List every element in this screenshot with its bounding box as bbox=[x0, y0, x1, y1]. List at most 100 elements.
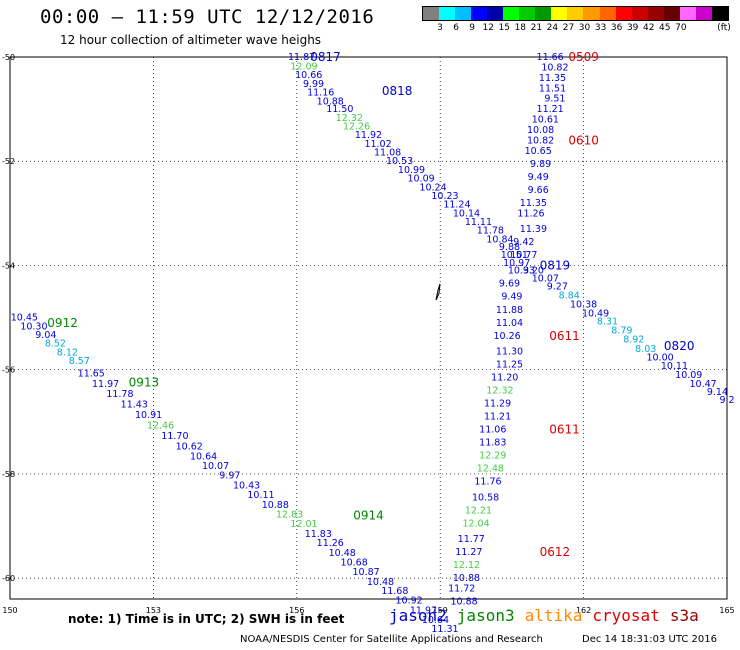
swh-value-label: 10.47 bbox=[689, 379, 716, 390]
swh-value-label: 9.51 bbox=[544, 94, 565, 105]
swh-value-label: 10.43 bbox=[233, 480, 260, 491]
page-subtitle: 12 hour collection of altimeter wave hei… bbox=[60, 33, 322, 47]
swh-value-label: 10.49 bbox=[582, 308, 609, 319]
color-swatch bbox=[503, 7, 520, 20]
color-scale-tick: 39 bbox=[626, 23, 639, 33]
swh-value-label: 12.21 bbox=[465, 505, 492, 516]
legend-item-s3a: s3a bbox=[669, 606, 699, 625]
color-swatch bbox=[615, 7, 632, 20]
longitude-label: 150 bbox=[2, 606, 17, 615]
swh-value-label: 11.97 bbox=[410, 605, 437, 616]
swh-value-label: 11.35 bbox=[520, 198, 547, 209]
swh-value-label: 10.38 bbox=[570, 300, 597, 311]
swh-value-label: 11.27 bbox=[455, 547, 482, 558]
color-swatch bbox=[695, 7, 712, 20]
swh-value-label: 10.82 bbox=[541, 62, 568, 73]
swh-value-label: 10.24 bbox=[419, 182, 446, 193]
color-swatch bbox=[487, 7, 504, 20]
longitude-label: 159 bbox=[433, 606, 448, 615]
swh-value-label: 11.30 bbox=[496, 346, 523, 357]
legend-item-jason3: jason3 bbox=[456, 606, 515, 625]
swh-value-label: 11.87 bbox=[288, 52, 315, 63]
swh-value-label: 10.88 bbox=[453, 573, 480, 584]
swh-value-label: 9.20 bbox=[523, 266, 544, 277]
swh-value-label: 8.12 bbox=[57, 347, 78, 358]
swh-value-label: 11.66 bbox=[537, 52, 564, 63]
swh-value-label: 10.07 bbox=[532, 273, 559, 284]
color-swatch bbox=[471, 7, 488, 20]
color-scale-tick: 70 bbox=[675, 23, 687, 33]
swh-value-label: 10.88 bbox=[262, 500, 289, 511]
swh-value-label: 10.07 bbox=[202, 461, 229, 472]
color-swatch bbox=[519, 7, 536, 20]
swh-value-label: 10.88 bbox=[317, 96, 344, 107]
swh-value-label: 10.99 bbox=[398, 165, 425, 176]
swh-value-label: 11.50 bbox=[326, 104, 353, 115]
color-swatch bbox=[631, 7, 648, 20]
swh-value-label: 11.72 bbox=[448, 584, 475, 595]
swh-value-label: 10.14 bbox=[453, 208, 480, 219]
swh-value-label: 11.06 bbox=[479, 425, 506, 436]
pass-time-label: 0913 bbox=[129, 376, 160, 390]
swh-value-label: 11.68 bbox=[381, 586, 408, 597]
color-scale-tick: 42 bbox=[643, 23, 655, 33]
swh-value-label: 12.46 bbox=[147, 420, 174, 431]
pass-time-label: 0819 bbox=[540, 258, 571, 272]
color-scale-tick: 9 bbox=[469, 23, 476, 33]
longitude-label: 153 bbox=[146, 606, 161, 615]
swh-value-label: 10.11 bbox=[661, 361, 688, 372]
swh-value-label: 11.39 bbox=[520, 224, 547, 235]
swh-value-label: 8.92 bbox=[623, 334, 644, 345]
color-scale-swatches bbox=[422, 6, 729, 21]
color-scale-unit: (ft) bbox=[717, 23, 731, 33]
swh-value-label: 10.51 bbox=[501, 250, 528, 261]
swh-value-label: 11.65 bbox=[78, 368, 105, 379]
latitude-label: -52 bbox=[2, 157, 15, 166]
color-scale-ticks: 3 6 9 12 15 18 21 24 27 30 33 36 39 42 45 70 (ft) bbox=[422, 21, 740, 35]
page-title: 00:00 – 11:59 UTC 12/12/2016 bbox=[40, 6, 375, 28]
pass-time-label: 0509 bbox=[568, 50, 599, 64]
swh-value-label: 9.66 bbox=[528, 185, 549, 196]
swh-value-label: 12.09 bbox=[290, 61, 317, 72]
swh-value-label: 11.26 bbox=[317, 538, 344, 549]
color-scale-tick: 36 bbox=[610, 23, 623, 33]
swh-value-label: 10.82 bbox=[527, 135, 554, 146]
swh-value-label: 10.26 bbox=[494, 331, 521, 342]
swh-value-label: 10.88 bbox=[450, 597, 477, 608]
swh-value-label: 9.97 bbox=[219, 470, 240, 481]
swh-value-label: 11.77 bbox=[458, 534, 485, 545]
swh-value-label: 10.11 bbox=[247, 490, 274, 501]
swh-value-label: 12.29 bbox=[479, 451, 506, 462]
swh-value-label: 10.08 bbox=[527, 125, 554, 136]
swh-value-label: 10.48 bbox=[367, 577, 394, 588]
swh-value-label: 11.21 bbox=[484, 412, 511, 423]
swh-value-label: 11.78 bbox=[477, 226, 504, 237]
pass-time-label: 0818 bbox=[382, 84, 413, 98]
swh-value-label: 10.48 bbox=[329, 548, 356, 559]
swh-value-label: 9.69 bbox=[499, 279, 520, 290]
swh-value-label: 11.31 bbox=[431, 624, 458, 635]
latitude-label: -60 bbox=[2, 574, 15, 583]
color-swatch bbox=[455, 7, 472, 20]
pass-time-label: 0611 bbox=[549, 329, 580, 343]
color-swatch bbox=[599, 7, 616, 20]
swh-value-label: 12.32 bbox=[336, 113, 363, 124]
color-swatch bbox=[567, 7, 584, 20]
swh-value-label: 9.2 bbox=[719, 395, 734, 406]
swh-value-label: 11.92 bbox=[355, 130, 382, 141]
color-scale-tick: 18 bbox=[514, 23, 527, 33]
swh-value-label: 11.97 bbox=[92, 379, 119, 390]
color-scale-tick: 6 bbox=[453, 23, 459, 33]
swh-value-label: 11.51 bbox=[539, 83, 566, 94]
swh-value-label: 9.89 bbox=[530, 159, 551, 170]
swh-value-label: 10.23 bbox=[431, 191, 458, 202]
note-text: note: 1) Time is in UTC; 2) SWH is in fe… bbox=[68, 612, 345, 626]
swh-value-label: 8.79 bbox=[611, 326, 632, 337]
swh-value-label: 9.49 bbox=[528, 172, 549, 183]
swh-value-label: 12.01 bbox=[290, 519, 317, 530]
swh-value-label: 8.52 bbox=[45, 339, 66, 350]
color-swatch bbox=[711, 7, 728, 20]
latitude-label: -54 bbox=[2, 261, 15, 270]
swh-value-label: 11.35 bbox=[539, 73, 566, 84]
